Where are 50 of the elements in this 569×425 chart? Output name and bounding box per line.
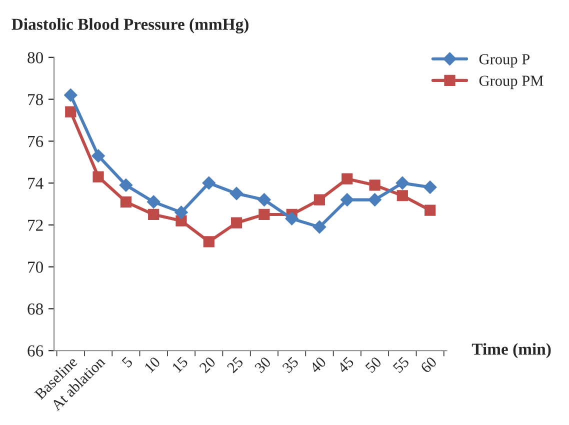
y-tick-label: 70 xyxy=(28,262,44,273)
chart-title: Diastolic Blood Pressure (mmHg) xyxy=(12,18,248,34)
y-tick-label: 72 xyxy=(28,220,43,231)
point xyxy=(202,176,216,190)
x-tick-label: 25 xyxy=(226,356,244,374)
x-tick-label: 55 xyxy=(392,356,410,374)
point xyxy=(396,176,410,190)
point xyxy=(119,178,133,192)
point xyxy=(423,180,437,194)
x-tick-label: 5 xyxy=(122,356,134,368)
y-tick-label: 68 xyxy=(28,303,44,315)
x-tick-label: 20 xyxy=(198,356,216,374)
y-tick-label: 74 xyxy=(28,178,44,189)
point xyxy=(92,171,104,182)
point xyxy=(369,180,380,191)
y-tick-label: 78 xyxy=(28,94,44,106)
y-tick-label: 76 xyxy=(28,136,44,148)
point xyxy=(230,186,244,200)
x-tick-label: 35 xyxy=(282,356,300,374)
point xyxy=(65,106,76,118)
x-tick-label: 10 xyxy=(144,356,161,373)
x-tick-label: 15 xyxy=(172,356,188,373)
point xyxy=(147,195,160,208)
point xyxy=(203,236,214,248)
point xyxy=(258,208,270,220)
point xyxy=(340,193,354,206)
legend-label: Group PM xyxy=(479,76,544,90)
x-tick-label: 45 xyxy=(336,356,354,374)
point xyxy=(342,173,353,184)
y-tick-label: 66 xyxy=(28,345,44,357)
point xyxy=(424,204,436,216)
point xyxy=(368,193,382,206)
point xyxy=(285,212,298,226)
x-tick-label: 50 xyxy=(364,356,382,374)
y-tick-label: 80 xyxy=(28,52,44,64)
point xyxy=(230,217,242,228)
x-tick-label: 40 xyxy=(309,356,327,374)
x-tick-label: 30 xyxy=(254,356,272,374)
legend-label: Group P xyxy=(479,54,530,68)
x-axis-title: Time (min) xyxy=(472,343,551,358)
point xyxy=(258,193,271,206)
point xyxy=(64,88,78,102)
point xyxy=(148,208,160,220)
point xyxy=(92,149,105,162)
point xyxy=(314,194,326,206)
x-tick-label: 60 xyxy=(420,356,438,374)
point xyxy=(120,196,132,208)
point xyxy=(312,220,326,234)
point xyxy=(396,190,408,202)
point xyxy=(174,206,188,219)
